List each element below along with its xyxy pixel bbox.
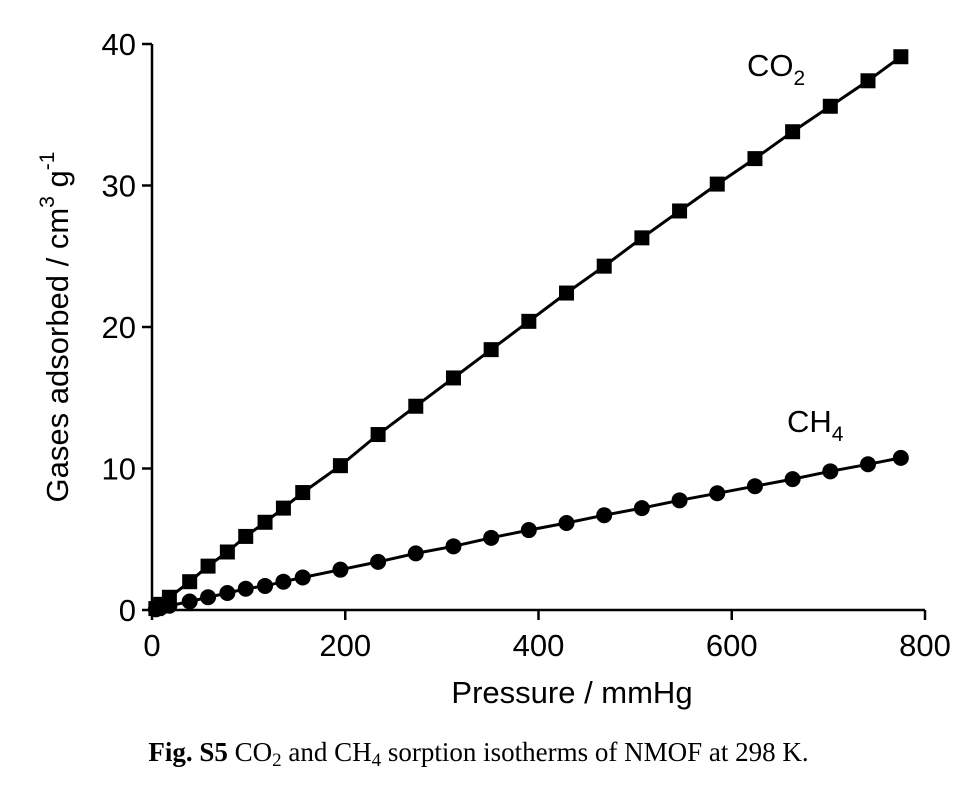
y-tick-label: 10 (102, 452, 136, 487)
data-point-co2 (295, 485, 311, 501)
data-point-ch4 (407, 545, 424, 562)
data-point-ch4 (859, 456, 876, 473)
data-point-ch4 (892, 449, 909, 466)
data-point-co2 (275, 500, 291, 516)
data-point-ch4 (275, 573, 292, 590)
data-point-ch4 (746, 478, 763, 495)
data-point-co2 (238, 528, 254, 544)
y-axis-title-base: Gases adsorbed / cm (40, 208, 75, 503)
data-point-co2 (219, 544, 235, 560)
data-point-co2 (257, 514, 273, 530)
data-point-co2 (200, 558, 216, 574)
data-point-ch4 (294, 569, 311, 586)
y-tick-label: 40 (102, 27, 136, 62)
data-point-ch4 (181, 593, 198, 610)
y-axis-title-mid: g (40, 170, 75, 196)
data-point-co2 (709, 176, 725, 192)
data-point-ch4 (445, 538, 462, 555)
data-point-ch4 (596, 507, 613, 524)
data-point-ch4 (558, 514, 575, 531)
x-tick-label: 0 (143, 628, 160, 663)
data-point-ch4 (161, 597, 178, 614)
data-point-ch4 (219, 585, 236, 602)
x-tick-label: 200 (319, 628, 371, 663)
data-point-ch4 (520, 522, 537, 539)
series-label-ch4: CH4 (787, 404, 844, 446)
y-tick-label: 0 (119, 593, 136, 628)
x-tick-label: 400 (513, 628, 565, 663)
data-point-ch4 (370, 553, 387, 570)
data-point-ch4 (483, 529, 500, 546)
data-point-co2 (370, 427, 386, 443)
data-point-ch4 (633, 500, 650, 517)
y-axis-title: Gases adsorbed / cm3 g-1 (36, 152, 75, 503)
y-tick-label: 20 (102, 310, 136, 345)
data-point-co2 (332, 458, 348, 474)
data-point-co2 (672, 203, 688, 219)
x-tick-label: 600 (706, 628, 758, 663)
plot-area (147, 49, 909, 618)
data-point-co2 (747, 151, 763, 167)
data-point-ch4 (257, 577, 274, 594)
isotherm-chart: 0 200 400 600 800 0 10 20 30 40 Pressure / mmHg G… (36, 27, 951, 710)
axis-ticks: 0 200 400 600 800 0 10 20 30 40 (102, 27, 951, 663)
data-point-ch4 (822, 463, 839, 480)
data-point-co2 (785, 124, 801, 140)
figure-caption: Fig. S5 CO2 and CH4 sorption isotherms o… (148, 737, 809, 771)
x-tick-label: 800 (899, 628, 951, 663)
data-point-ch4 (200, 589, 217, 606)
data-point-co2 (822, 98, 838, 114)
data-point-ch4 (709, 485, 726, 502)
data-point-ch4 (671, 492, 688, 509)
data-point-ch4 (784, 471, 801, 488)
data-point-ch4 (237, 580, 254, 597)
data-point-co2 (483, 342, 499, 358)
data-point-co2 (860, 73, 876, 89)
data-point-co2 (445, 370, 461, 386)
data-point-co2 (408, 398, 424, 414)
data-point-co2 (182, 574, 198, 590)
data-point-co2 (596, 258, 612, 274)
data-point-co2 (893, 49, 909, 65)
caption-figure-number: Fig. S5 (148, 737, 228, 767)
y-axis-title-sup1: 3 (36, 196, 59, 208)
y-tick-label: 30 (102, 169, 136, 204)
data-point-co2 (634, 230, 650, 246)
x-axis-title: Pressure / mmHg (451, 675, 692, 710)
data-point-co2 (521, 313, 537, 329)
data-point-ch4 (332, 561, 349, 578)
data-point-co2 (559, 285, 575, 301)
series-label-co2: CO2 (747, 48, 805, 90)
y-axis-title-sup2: -1 (36, 152, 59, 171)
